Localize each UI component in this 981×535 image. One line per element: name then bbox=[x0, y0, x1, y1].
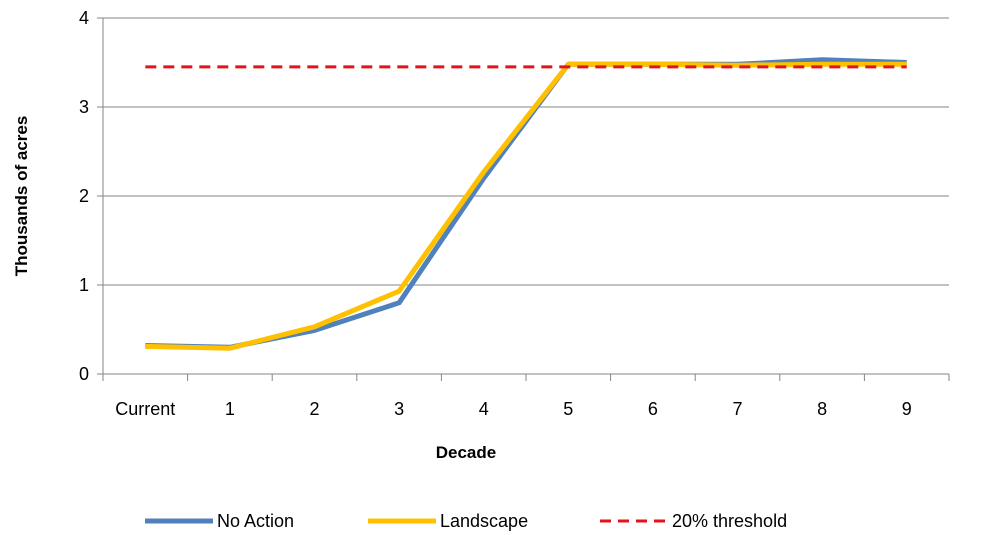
series-lines bbox=[145, 57, 907, 351]
x-axis-title: Decade bbox=[436, 443, 496, 462]
x-tick-label: 4 bbox=[479, 399, 489, 419]
x-tick-label: Current bbox=[115, 399, 175, 419]
legend-label-20-threshold: 20% threshold bbox=[672, 511, 787, 531]
y-tick-label: 2 bbox=[79, 186, 89, 206]
legend: No Action Landscape 20% threshold bbox=[145, 511, 787, 531]
y-tick-label: 1 bbox=[79, 275, 89, 295]
x-tick-label: 3 bbox=[394, 399, 404, 419]
x-tick-label: 5 bbox=[563, 399, 573, 419]
y-tick-label: 4 bbox=[79, 8, 89, 28]
series-line-landscape bbox=[145, 61, 907, 351]
axes bbox=[97, 17, 950, 381]
tick-labels: 0 1 2 3 4 Current 1 2 3 4 5 6 7 8 9 bbox=[79, 8, 912, 419]
y-axis-title: Thousands of acres bbox=[12, 116, 31, 277]
x-tick-label: 1 bbox=[225, 399, 235, 419]
x-tick-label: 6 bbox=[648, 399, 658, 419]
x-tick-label: 8 bbox=[817, 399, 827, 419]
y-tick-label: 3 bbox=[79, 97, 89, 117]
x-tick-label: 9 bbox=[902, 399, 912, 419]
series-line-no-action bbox=[145, 57, 907, 350]
gridlines bbox=[103, 17, 949, 286]
x-tick-label: 2 bbox=[309, 399, 319, 419]
legend-label-landscape: Landscape bbox=[440, 511, 528, 531]
x-tick-label: 7 bbox=[732, 399, 742, 419]
y-tick-label: 0 bbox=[79, 364, 89, 384]
legend-label-no-action: No Action bbox=[217, 511, 294, 531]
